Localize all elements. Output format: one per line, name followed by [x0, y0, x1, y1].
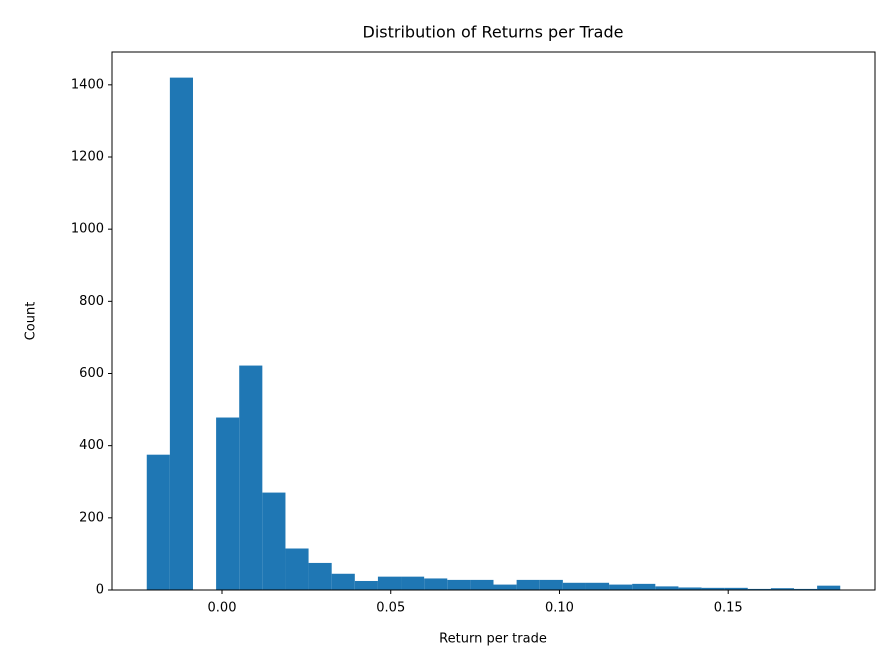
chart-title: Distribution of Returns per Trade	[363, 23, 624, 42]
y-tick-label: 400	[79, 438, 104, 453]
y-tick-label: 600	[79, 366, 104, 381]
x-tick-label: 0.10	[545, 601, 574, 616]
bar	[401, 576, 425, 590]
bar	[146, 454, 170, 590]
bar	[678, 587, 702, 590]
bar	[470, 579, 494, 590]
bar	[585, 582, 610, 590]
bar	[794, 588, 818, 590]
bar	[331, 573, 355, 590]
bar	[539, 579, 563, 590]
x-tick-label: 0.15	[714, 601, 743, 616]
bar	[655, 586, 679, 590]
bar	[169, 77, 193, 591]
bar	[239, 365, 263, 590]
bar	[724, 587, 748, 590]
y-tick-label: 0	[96, 583, 104, 598]
bar	[493, 584, 517, 590]
y-axis-label: Count	[24, 302, 39, 341]
bar	[285, 548, 309, 590]
bar	[354, 580, 378, 590]
bar	[424, 578, 448, 590]
plot-frame	[111, 51, 876, 591]
y-tick-label: 1200	[71, 150, 104, 165]
bar	[632, 583, 656, 590]
bar	[609, 584, 633, 590]
x-tick-label: 0.00	[208, 601, 237, 616]
bar	[262, 492, 286, 590]
x-tick-label: 0.05	[376, 601, 405, 616]
y-tick-label: 800	[79, 294, 104, 309]
y-tick-label: 1000	[71, 222, 104, 237]
y-tick-label: 200	[79, 510, 104, 525]
bar	[817, 585, 841, 590]
y-tick-label: 1400	[71, 77, 104, 92]
bar	[447, 579, 471, 590]
bar	[377, 576, 402, 590]
x-axis-label: Return per trade	[439, 632, 547, 647]
bar	[701, 587, 725, 590]
bar	[747, 588, 771, 590]
bar	[308, 562, 332, 590]
bar	[770, 588, 795, 590]
bar	[216, 417, 240, 590]
bar	[516, 579, 540, 590]
bar	[562, 582, 586, 590]
